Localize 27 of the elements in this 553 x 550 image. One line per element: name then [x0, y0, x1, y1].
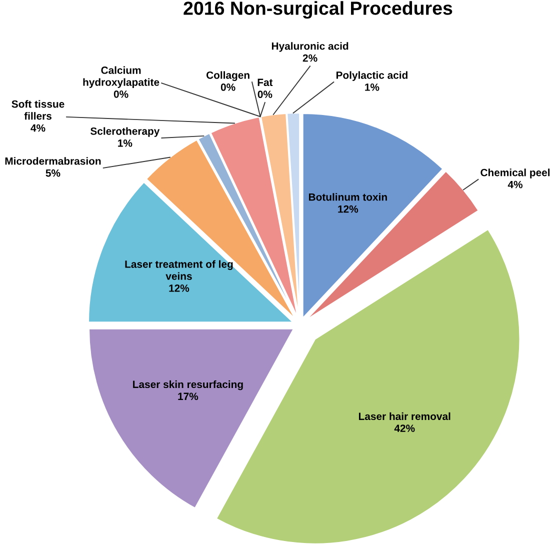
slice-label: Microdermabrasion	[5, 157, 101, 165]
slice-label: Laser skin resurfacing	[133, 380, 243, 390]
slice-label: Soft tissue fillers	[12, 100, 64, 120]
text: 0%	[258, 90, 272, 98]
data-label: 5%	[46, 169, 60, 177]
slice-label: Polylactic acid	[336, 71, 408, 81]
data-label: 12%	[338, 205, 358, 213]
data-label: 1%	[365, 84, 380, 91]
slice-label: Chemical peel	[480, 168, 550, 178]
data-label: 17%	[178, 392, 198, 400]
text: 0%	[220, 84, 236, 91]
slice-label: Laser treatment of leg veins	[125, 260, 233, 280]
data-label: 4%	[508, 180, 523, 188]
text: 0%	[114, 90, 128, 98]
slice-label: Hyaluronic acid	[272, 42, 348, 52]
data-label: 1%	[118, 139, 132, 147]
data-label: 12%	[169, 284, 190, 292]
data-label: 2%	[302, 54, 318, 62]
data-label: 42%	[394, 424, 415, 432]
slice-label: Botulinum toxin	[308, 193, 387, 201]
category-label: Collagen	[206, 71, 250, 81]
slice-label: Sclerotherapy	[90, 127, 160, 137]
data-label: 4%	[30, 124, 46, 132]
category-label: Fat	[258, 78, 273, 86]
chart-title: 2016 Non-surgical Procedures	[184, 1, 452, 19]
slice-label: Laser hair removal	[358, 412, 450, 420]
category-label: Calcium hydroxylapatite	[83, 66, 160, 88]
